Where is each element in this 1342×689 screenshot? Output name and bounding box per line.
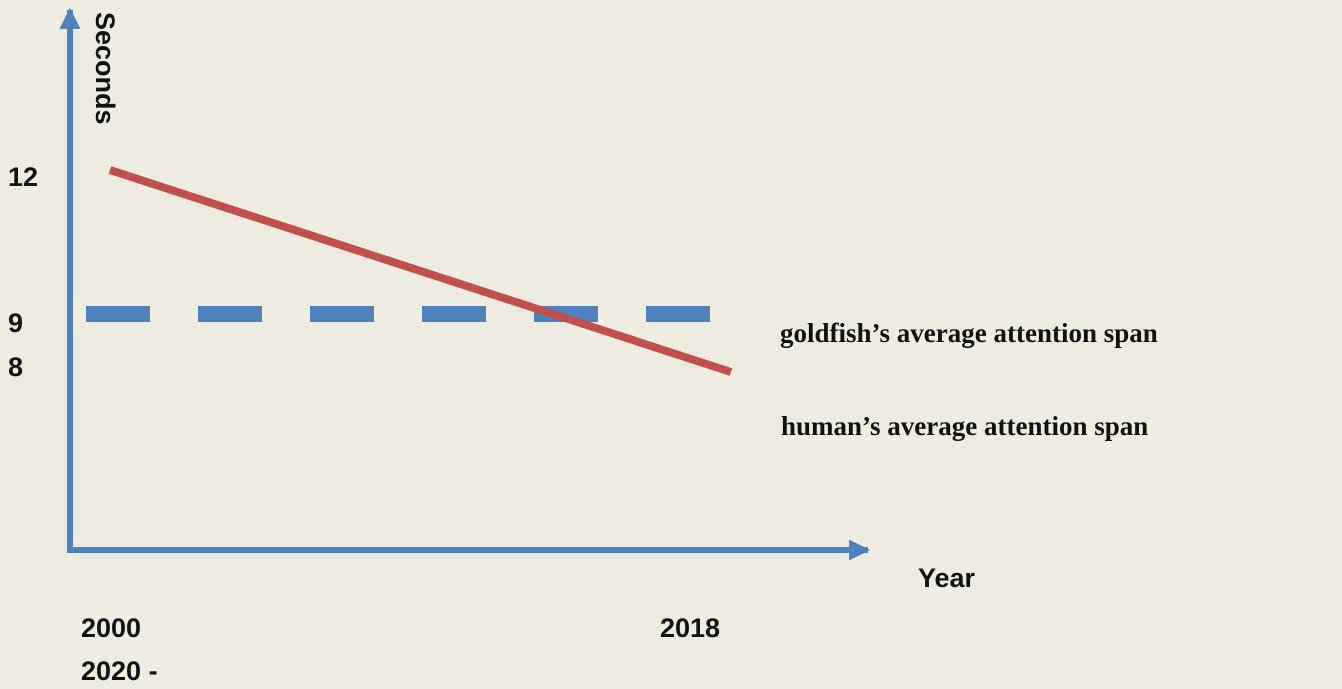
- series-label-human: human’s average attention span: [781, 411, 1148, 441]
- y-tick-12: 12: [8, 162, 38, 192]
- series-label-goldfish: goldfish’s average attention span: [780, 318, 1158, 348]
- x-axis-label: Year: [918, 563, 976, 593]
- x-tick-2018: 2018: [660, 613, 720, 643]
- y-axis-label: Seconds: [90, 12, 120, 125]
- y-tick-9: 9: [8, 308, 23, 338]
- series-human-line: [108, 166, 733, 376]
- x-tick-2000: 2000: [81, 613, 141, 643]
- y-tick-8: 8: [8, 352, 23, 382]
- x-tick-2020: 2020 -: [81, 656, 158, 686]
